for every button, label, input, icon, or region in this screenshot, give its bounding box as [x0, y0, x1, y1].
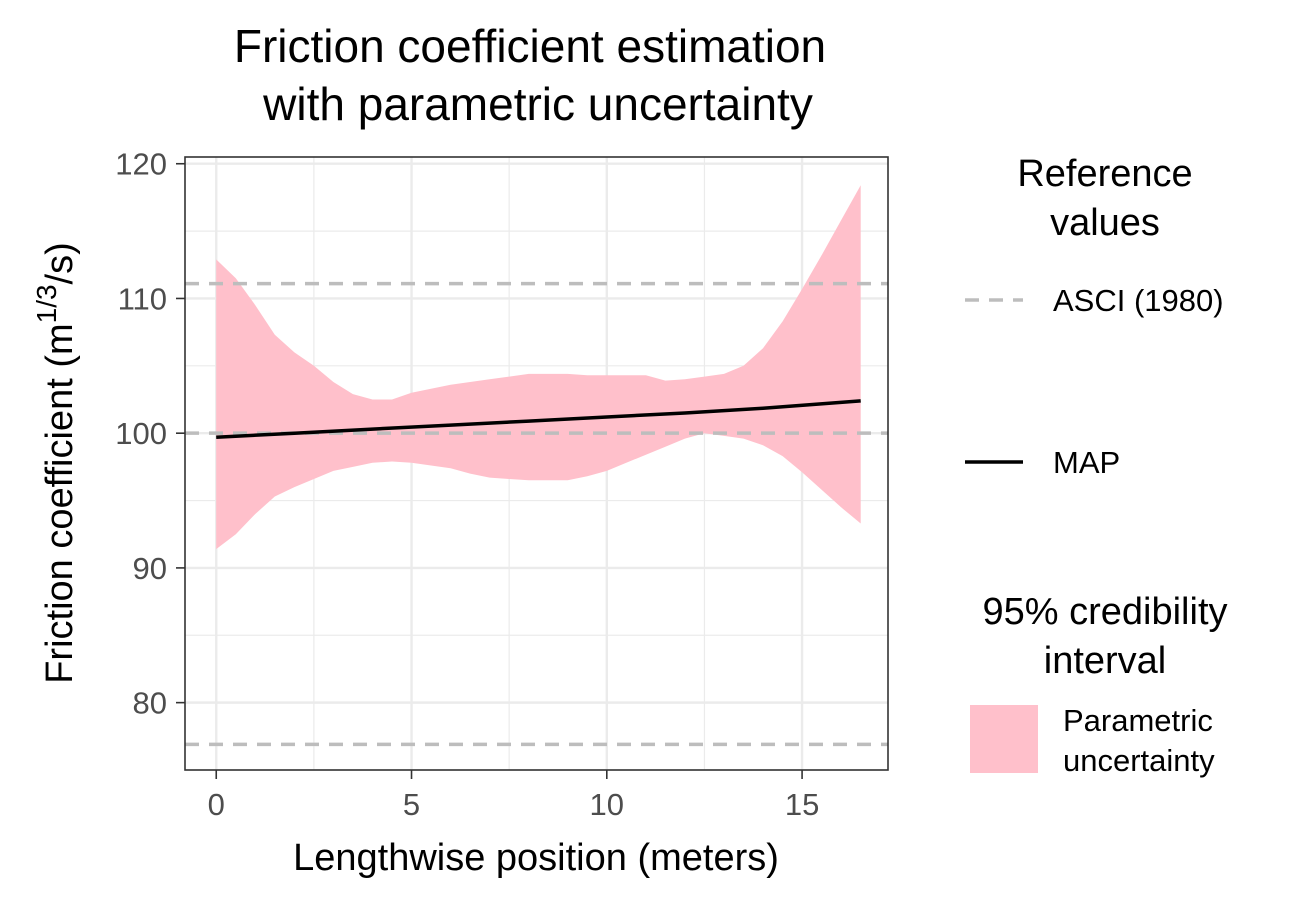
x-tick-label: 0: [208, 787, 225, 822]
legend-reference-title-line1: Reference: [1017, 153, 1192, 195]
y-tick-label: 100: [115, 416, 167, 451]
legend-interval-item-line1: Parametric: [1063, 703, 1213, 738]
credibility-band: [216, 185, 861, 550]
legend-interval-title-line1: 95% credibility: [983, 591, 1228, 633]
legend-interval-item-line2: uncertainty: [1063, 743, 1215, 778]
y-tick-label: 120: [115, 147, 167, 182]
legend-reference-title-line2: values: [1050, 202, 1160, 244]
plot-panel: [184, 156, 889, 771]
reference-lines: [185, 281, 888, 747]
x-axis: 0 5 10 15: [208, 770, 819, 822]
x-tick-label: 10: [590, 787, 624, 822]
legend-map-item: MAP: [1053, 445, 1120, 480]
x-axis-label: Lengthwise position (meters): [293, 837, 779, 879]
y-axis: 80 90 100 110 120: [115, 147, 185, 721]
y-axis-label-sup2: /3: [31, 284, 62, 307]
panel-border: [184, 156, 889, 771]
y-tick-label: 110: [118, 281, 167, 316]
y-axis-label-sup1: 1: [31, 308, 62, 324]
x-tick-label: 15: [785, 787, 819, 822]
x-tick-label: 5: [403, 787, 420, 822]
chart-title-line2: with parametric uncertainty: [262, 78, 813, 130]
y-axis-label-main: Friction coefficient (m: [39, 323, 81, 683]
map-line: [216, 399, 861, 439]
y-axis-label: Friction coefficient (m1/3/s): [31, 242, 81, 684]
legend-interval-title-line2: interval: [1044, 640, 1167, 682]
legend-interval-key: [970, 705, 1038, 773]
legend: Reference values ASCI (1980) MAP 95% cre…: [965, 153, 1228, 778]
y-tick-label: 80: [133, 686, 167, 721]
chart-title-line1: Friction coefficient estimation: [234, 20, 826, 72]
y-tick-label: 90: [133, 551, 167, 586]
legend-reference-item: ASCI (1980): [1053, 283, 1224, 318]
y-axis-label-suffix: /s): [39, 242, 81, 284]
